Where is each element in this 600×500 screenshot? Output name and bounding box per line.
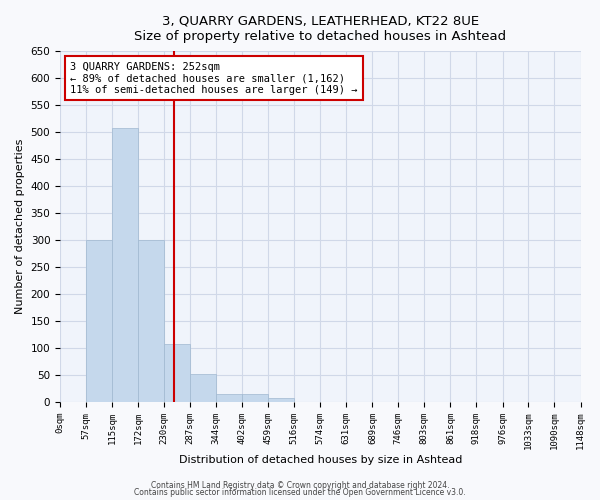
- Y-axis label: Number of detached properties: Number of detached properties: [15, 139, 25, 314]
- Bar: [164, 344, 190, 402]
- Bar: [86, 240, 112, 402]
- X-axis label: Distribution of detached houses by size in Ashtead: Distribution of detached houses by size …: [179, 455, 462, 465]
- Bar: [242, 394, 268, 402]
- Bar: [216, 394, 242, 402]
- Text: Contains public sector information licensed under the Open Government Licence v3: Contains public sector information licen…: [134, 488, 466, 497]
- Bar: [190, 374, 216, 402]
- Title: 3, QUARRY GARDENS, LEATHERHEAD, KT22 8UE
Size of property relative to detached h: 3, QUARRY GARDENS, LEATHERHEAD, KT22 8UE…: [134, 15, 506, 43]
- Bar: [268, 398, 294, 402]
- Bar: [112, 128, 138, 402]
- Bar: [138, 240, 164, 402]
- Text: 3 QUARRY GARDENS: 252sqm
← 89% of detached houses are smaller (1,162)
11% of sem: 3 QUARRY GARDENS: 252sqm ← 89% of detach…: [70, 62, 358, 95]
- Text: Contains HM Land Registry data © Crown copyright and database right 2024.: Contains HM Land Registry data © Crown c…: [151, 480, 449, 490]
